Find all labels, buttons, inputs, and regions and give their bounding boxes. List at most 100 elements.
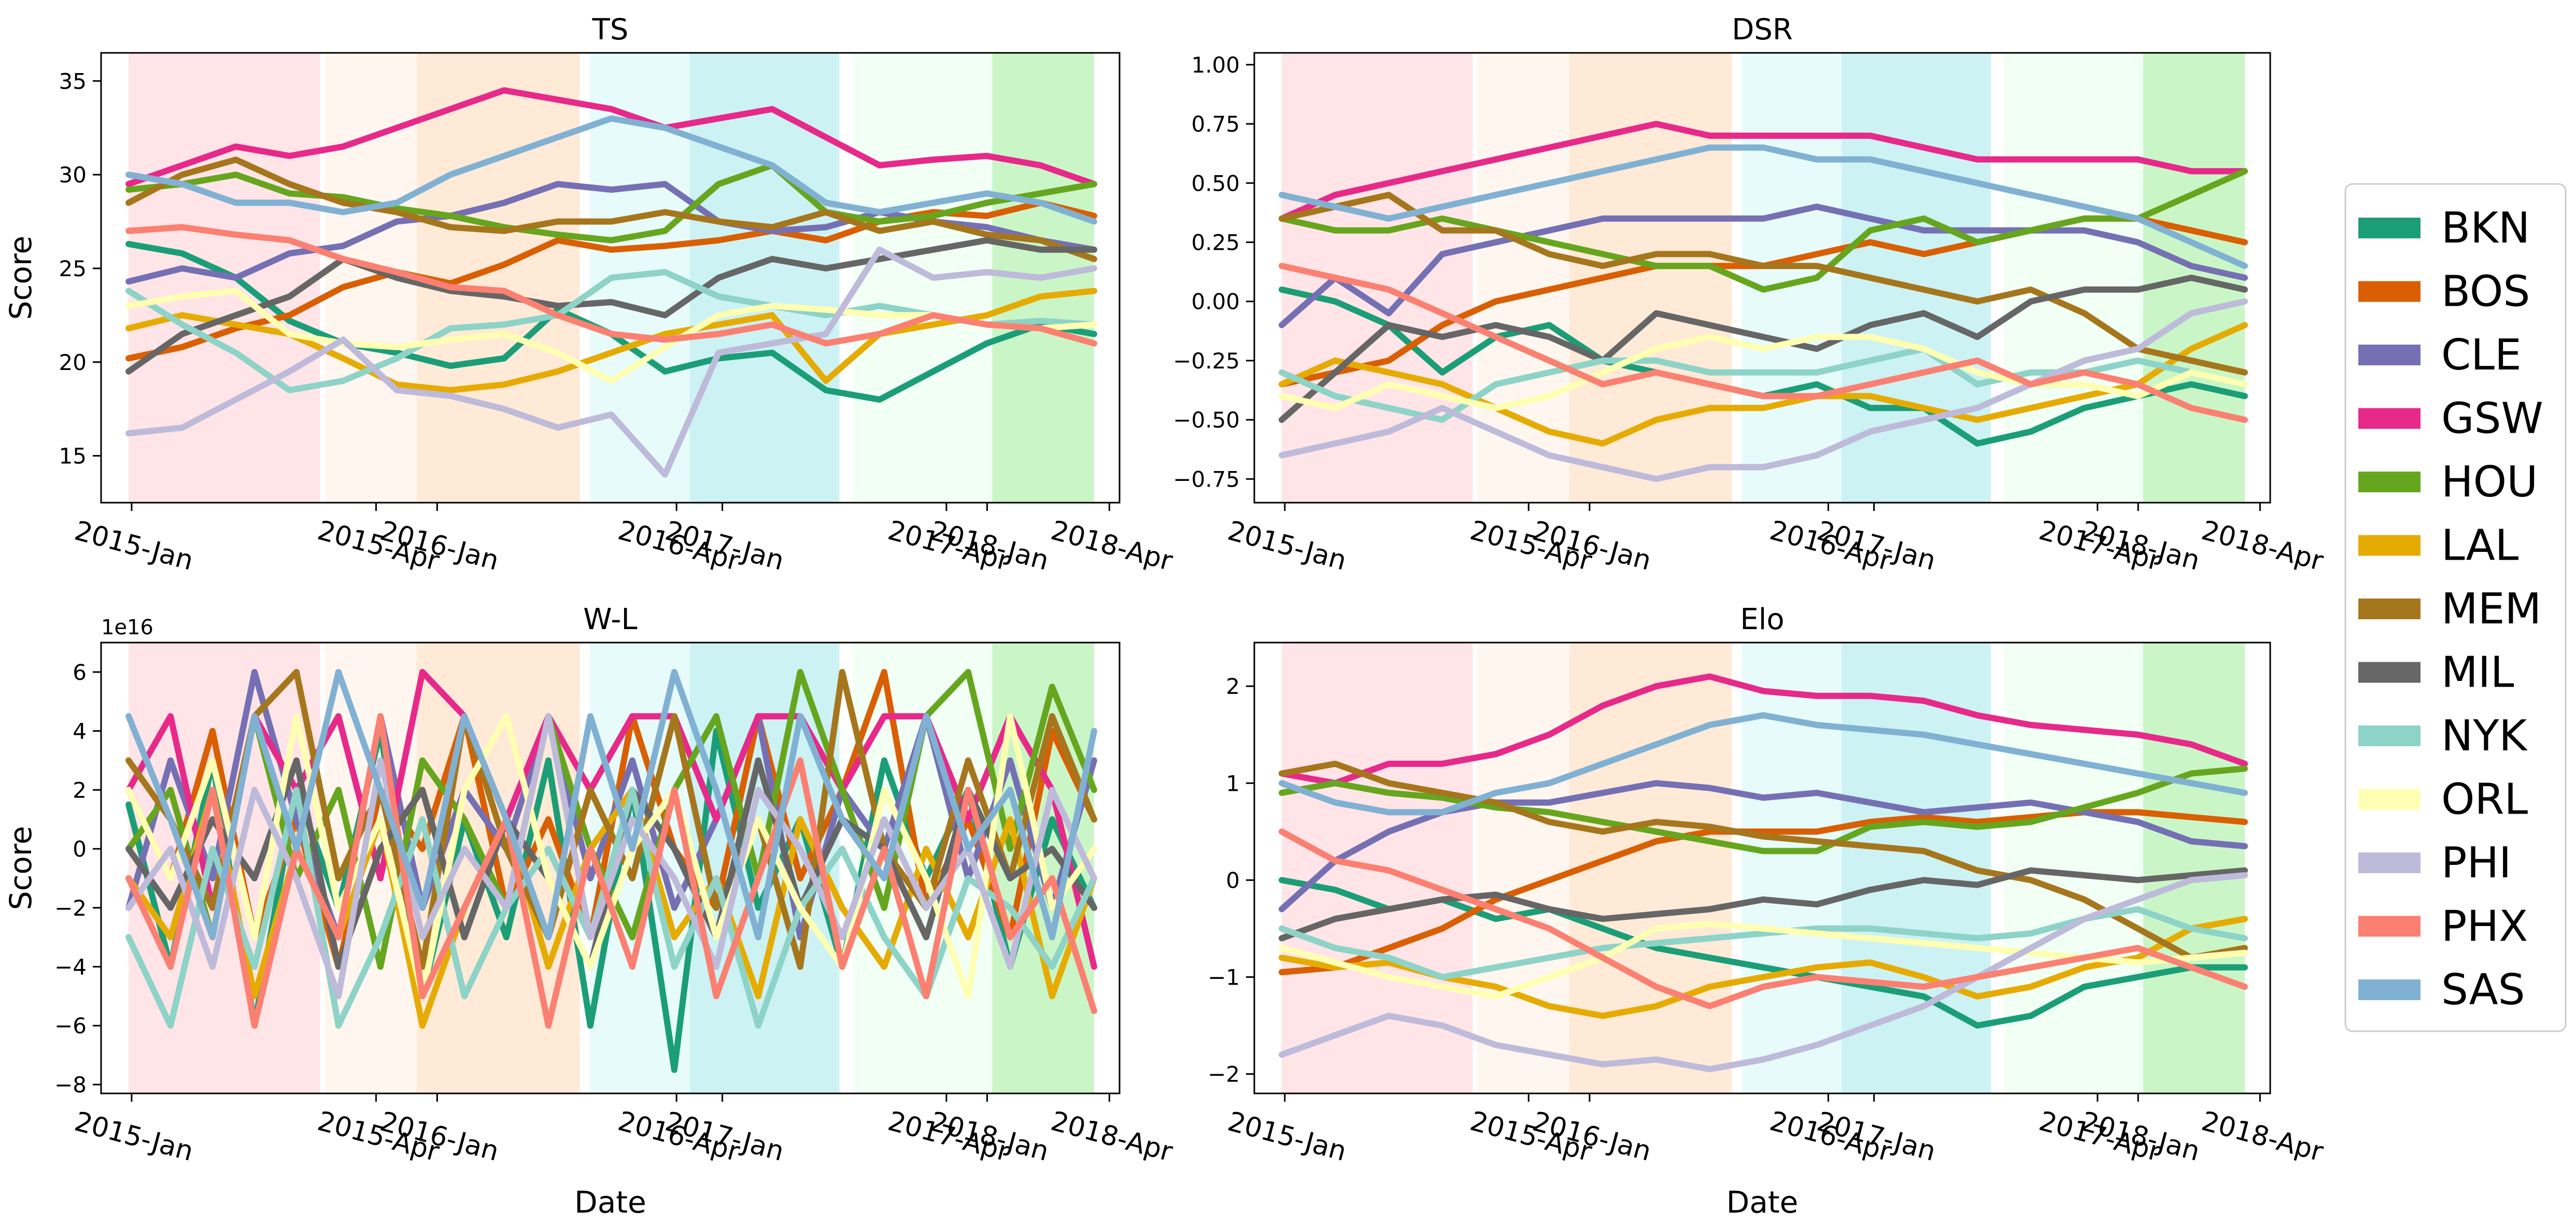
series-line-hou [1278,168,2248,293]
y-tick-label: −2 [54,895,87,921]
legend-label-mem: MEM [2441,585,2541,634]
series-line-mem [1278,760,2248,961]
series-line-sas [1278,144,2248,269]
x-tick-label: 2016-Jan [1529,515,1654,577]
series-line-sas [125,115,1097,225]
series-line-phx [125,224,1097,347]
y-tick-label: −4 [54,954,87,979]
series-line-phi [125,246,1097,478]
legend-label-mil: MIL [2441,648,2514,698]
legend-label-lal: LAL [2441,521,2519,571]
panel-title: DSR [1732,13,1793,47]
y-tick-label: 4 [73,719,87,744]
y-tick-label: 0 [73,836,87,862]
season-band [853,53,993,503]
series-line-bos [125,200,1097,362]
y-tick-label: 0.75 [1191,111,1240,137]
legend: BKN BOS CLE GSW HOU LAL MEM MIL NYK ORL PHI PHX SAS [2344,183,2567,1032]
legend-label-sas: SAS [2441,965,2525,1015]
panel-title: Elo [1740,603,1784,636]
legend-label-nyk: NYK [2441,711,2528,761]
season-band [2143,643,2245,1093]
series-line-hou [1278,765,2248,855]
x-tick-label: 2016-Jan [377,515,502,577]
legend-label-phi: PHI [2441,838,2511,888]
season-band [1742,53,1842,503]
y-tick-label: 0 [1226,867,1240,893]
axes-frame [1253,642,2271,1094]
panel-title: TS [592,13,629,47]
x-tick-label: 2018-Apr [2198,1106,2327,1168]
x-tick-label: 2015-Jan [1224,1106,1350,1168]
series-line-gsw [1278,673,2248,787]
y-tick-label: 0.25 [1191,230,1240,255]
series-line-phx [125,713,1097,1029]
y-tick-label: 20 [59,350,87,375]
legend-swatch-sas [2358,979,2421,1000]
axes-frame [100,642,1121,1094]
y-tick-label: 30 [59,162,87,188]
x-tick-label: 2016-Jan [377,1106,502,1168]
series-line-hou [125,668,1097,970]
legend-swatch-bos [2358,281,2421,302]
y-tick-label: −0.50 [1173,407,1240,433]
x-axis-label: Date [574,1185,646,1220]
axes-frame [1253,52,2271,504]
legend-label-bkn: BKN [2441,204,2530,253]
y-tick-label: −6 [54,1013,87,1038]
series-line-mem [125,668,1097,970]
y-tick-label: 2 [73,777,87,803]
y-tick-label: 6 [73,660,87,685]
legend-swatch-mil [2358,662,2421,683]
y-tick-label: −0.25 [1173,348,1240,374]
legend-swatch-phx [2358,916,2421,937]
y-tick-label: −2 [1208,1062,1240,1087]
legend-swatch-nyk [2358,725,2421,746]
season-band [2004,643,2143,1093]
series-line-mil [125,237,1097,375]
y-tick-label: 0.00 [1191,289,1240,315]
legend-swatch-mem [2358,599,2421,619]
series-line-cle [1278,203,2248,329]
series-line-phi [125,713,1097,1000]
panel-dsr: DSR −0.75 −0.50 −0.25 0.00 0.25 0.50 0.75 1.00 20… [1173,13,2327,577]
x-tick-label: 2016-Jan [1529,1106,1654,1168]
series-line-sas [1278,712,2248,816]
panel-title: W-L [583,603,638,636]
y-tick-label: 35 [59,68,87,94]
legend-swatch-gsw [2358,408,2421,429]
legend-swatch-hou [2358,472,2421,492]
y-tick-label: 25 [59,256,87,281]
y-tick-label: −0.75 [1173,466,1240,492]
season-band [1569,643,1732,1093]
x-tick-label: 2018-Apr [2198,515,2327,577]
y-tick-label: 0.50 [1191,170,1240,196]
season-band [2004,53,2143,503]
y-tick-label: 2 [1226,674,1240,699]
series-line-mem [1278,192,2248,376]
legend-label-orl: ORL [2441,775,2528,824]
legend-frame [2344,183,2567,1032]
y-axis-label: Score [3,236,38,320]
series-line-phi [1278,298,2248,482]
x-tick-label: 2015-Jan [71,515,196,577]
series-line-gsw [1278,121,2248,222]
legend-label-hou: HOU [2441,458,2538,507]
series-line-gsw [125,87,1097,188]
x-tick-label: 2018-Apr [1048,1106,1176,1168]
y-exponent-label: 1e16 [101,616,153,639]
series-line-lal [1278,322,2248,447]
y-tick-label: −1 [1208,964,1240,990]
series-line-mil [1278,275,2248,423]
y-tick-label: −8 [54,1072,87,1098]
y-tick-label: 1.00 [1191,52,1240,78]
series-line-orl [1278,334,2248,411]
axes-frame [100,52,1121,504]
season-band [1742,643,1842,1093]
x-tick-label: 2015-Jan [1224,515,1350,577]
series-line-phx [1278,828,2248,1009]
season-band [417,53,580,503]
